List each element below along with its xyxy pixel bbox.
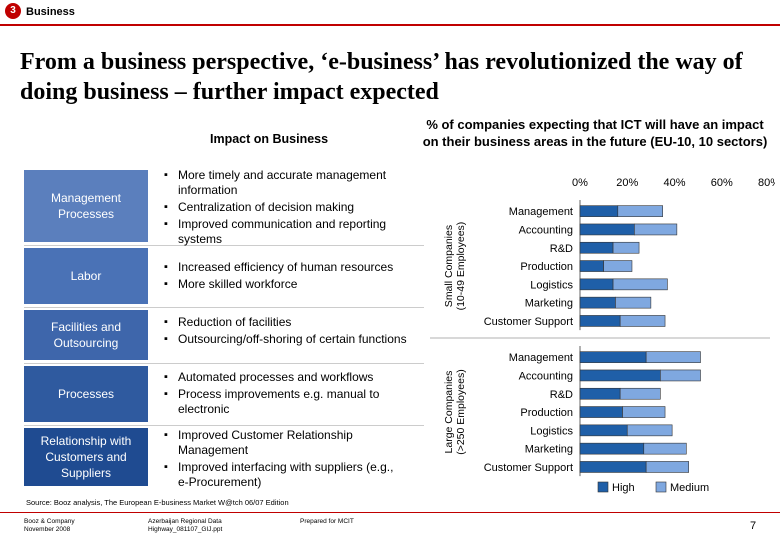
footer-date: November 2008: [24, 526, 71, 533]
bar-medium: [645, 351, 701, 363]
category-label: Customer Support: [484, 316, 573, 328]
stacked-bar-chart: 0% 20% 40% 60% 80% Management Accounting R&D Pro…: [430, 177, 775, 494]
category-label: Logistics: [530, 425, 573, 437]
bullet-item: Automated processes and workflows: [164, 370, 404, 385]
category-label: Logistics: [530, 279, 573, 291]
category-label: Accounting: [519, 224, 573, 236]
bullet-item: More timely and accurate management info…: [164, 168, 419, 198]
page-title: From a business perspective, ‘e-business…: [20, 49, 743, 105]
footer-doc-name: Azerbaijan Regional Data: [148, 518, 222, 525]
row-divider: [24, 363, 424, 364]
impact-category-label: Labor: [70, 269, 102, 283]
impact-category-labor: Labor: [24, 248, 148, 304]
category-label: Marketing: [525, 444, 573, 456]
section-label: Business: [26, 6, 75, 18]
bullet-item: Outsourcing/off-shoring of certain funct…: [164, 332, 434, 347]
bar-medium: [612, 278, 668, 291]
bar-medium: [612, 241, 640, 254]
impact-title: Impact on Business: [210, 132, 329, 146]
bar-high: [579, 461, 647, 473]
category-label: Marketing: [525, 298, 573, 310]
footer-doc-file: Highway_081107_GIJ.ppt: [148, 526, 223, 533]
impact-category-management: Management Processes: [24, 170, 148, 242]
impact-category-label: Relationship with Customers and Supplier…: [40, 434, 132, 480]
x-tick-label: 80%: [758, 177, 775, 189]
impact-category-label: Facilities and Outsourcing: [50, 320, 122, 350]
category-label: R&D: [550, 389, 573, 401]
bullet-item: Improved communication and reporting sys…: [164, 217, 419, 247]
row-divider: [24, 425, 424, 426]
impact-category-label: Management Processes: [50, 191, 122, 221]
impact-bullets-labor: Increased efficiency of human resources …: [164, 260, 424, 294]
bullet-item: Improved interfacing with suppliers (e.g…: [164, 460, 394, 490]
category-label: Accounting: [519, 370, 573, 382]
bar-medium: [643, 442, 687, 455]
impact-category-relationship: Relationship with Customers and Supplier…: [24, 428, 148, 486]
row-divider: [24, 307, 424, 308]
category-label: Management: [509, 206, 573, 218]
bar-medium: [619, 387, 661, 400]
bar-high: [579, 260, 604, 272]
page-number: 7: [750, 520, 757, 532]
bar-high: [579, 369, 661, 382]
bar-medium: [619, 315, 666, 327]
bar-medium: [645, 461, 689, 473]
section-number-badge: 3: [5, 3, 21, 19]
bullet-item: Process improvements e.g. manual to elec…: [164, 387, 404, 417]
bar-medium: [622, 406, 666, 418]
legend-swatch: [597, 481, 609, 493]
bullet-item: Improved Customer Relationship Managemen…: [164, 428, 394, 458]
bar-high: [579, 315, 621, 327]
bar-medium: [660, 369, 701, 382]
bar-medium: [603, 260, 633, 272]
legend-swatch: [655, 481, 667, 493]
chart-title: % of companies expecting that ICT will h…: [422, 117, 768, 149]
impact-bullets-facilities: Reduction of facilities Outsourcing/off-…: [164, 315, 434, 349]
x-tick-label: 20%: [616, 177, 638, 189]
bullet-item: More skilled workforce: [164, 277, 424, 292]
category-label: Production: [520, 261, 573, 273]
category-label: Management: [509, 352, 573, 364]
bar-high: [579, 296, 616, 309]
bar-high: [579, 278, 614, 291]
bar-medium: [615, 296, 652, 309]
bar-medium: [634, 223, 678, 236]
bar-high: [579, 241, 614, 254]
bar-medium: [626, 424, 673, 437]
group-label: Large Companies(>250 Employees): [443, 369, 467, 455]
bar-high: [579, 387, 621, 400]
impact-bullets-relationship: Improved Customer Relationship Managemen…: [164, 428, 394, 492]
bar-high: [579, 424, 628, 437]
category-label: Customer Support: [484, 462, 573, 474]
bullet-item: Centralization of decision making: [164, 200, 419, 215]
impact-category-label: Processes: [57, 387, 115, 401]
bar-medium: [617, 205, 663, 217]
source-note: Source: Booz analysis, The European E-bu…: [26, 498, 289, 507]
bar-high: [579, 442, 645, 455]
bar-high: [579, 406, 623, 418]
footer-document: Azerbaijan Regional Data Highway_081107_…: [148, 518, 222, 534]
category-label: R&D: [550, 243, 573, 255]
group-label: Small Companies(10-49 Employees): [443, 222, 467, 311]
x-tick-label: 40%: [663, 177, 685, 189]
legend-label: Medium: [670, 482, 709, 494]
bar-high: [579, 351, 647, 363]
impact-category-facilities: Facilities and Outsourcing: [24, 310, 148, 360]
bullet-item: Reduction of facilities: [164, 315, 434, 330]
header-divider: [0, 24, 780, 26]
impact-bullets-processes: Automated processes and workflows Proces…: [164, 370, 404, 419]
footer-company-name: Booz & Company: [24, 518, 75, 525]
bar-high: [579, 223, 635, 236]
bullet-item: Increased efficiency of human resources: [164, 260, 424, 275]
impact-bullets-management: More timely and accurate management info…: [164, 168, 419, 249]
category-label: Production: [520, 407, 573, 419]
bar-high: [579, 205, 619, 217]
x-tick-label: 0%: [572, 177, 588, 189]
footer-divider: [0, 512, 780, 513]
legend-label: High: [612, 482, 635, 494]
impact-category-processes: Processes: [24, 366, 148, 422]
footer-prepared-for: Prepared for MCIT: [300, 518, 354, 525]
x-tick-label: 60%: [711, 177, 733, 189]
footer-company: Booz & Company November 2008: [24, 518, 75, 534]
